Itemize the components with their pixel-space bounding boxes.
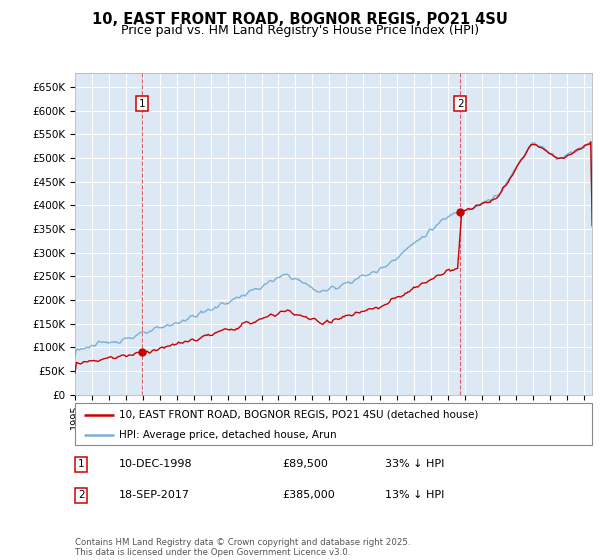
Text: 18-SEP-2017: 18-SEP-2017 <box>119 490 190 500</box>
Text: 1: 1 <box>139 99 145 109</box>
FancyBboxPatch shape <box>75 403 592 445</box>
Text: 13% ↓ HPI: 13% ↓ HPI <box>385 490 445 500</box>
Text: 10, EAST FRONT ROAD, BOGNOR REGIS, PO21 4SU (detached house): 10, EAST FRONT ROAD, BOGNOR REGIS, PO21 … <box>119 410 478 420</box>
Text: £385,000: £385,000 <box>282 490 335 500</box>
Text: HPI: Average price, detached house, Arun: HPI: Average price, detached house, Arun <box>119 430 337 440</box>
Text: 1: 1 <box>78 459 85 469</box>
Text: 10-DEC-1998: 10-DEC-1998 <box>119 459 193 469</box>
Text: Contains HM Land Registry data © Crown copyright and database right 2025.
This d: Contains HM Land Registry data © Crown c… <box>75 538 410 557</box>
Text: 10, EAST FRONT ROAD, BOGNOR REGIS, PO21 4SU: 10, EAST FRONT ROAD, BOGNOR REGIS, PO21 … <box>92 12 508 27</box>
Text: Price paid vs. HM Land Registry's House Price Index (HPI): Price paid vs. HM Land Registry's House … <box>121 24 479 37</box>
Text: 2: 2 <box>457 99 464 109</box>
Text: 33% ↓ HPI: 33% ↓ HPI <box>385 459 445 469</box>
Text: £89,500: £89,500 <box>282 459 328 469</box>
Text: 2: 2 <box>78 490 85 500</box>
